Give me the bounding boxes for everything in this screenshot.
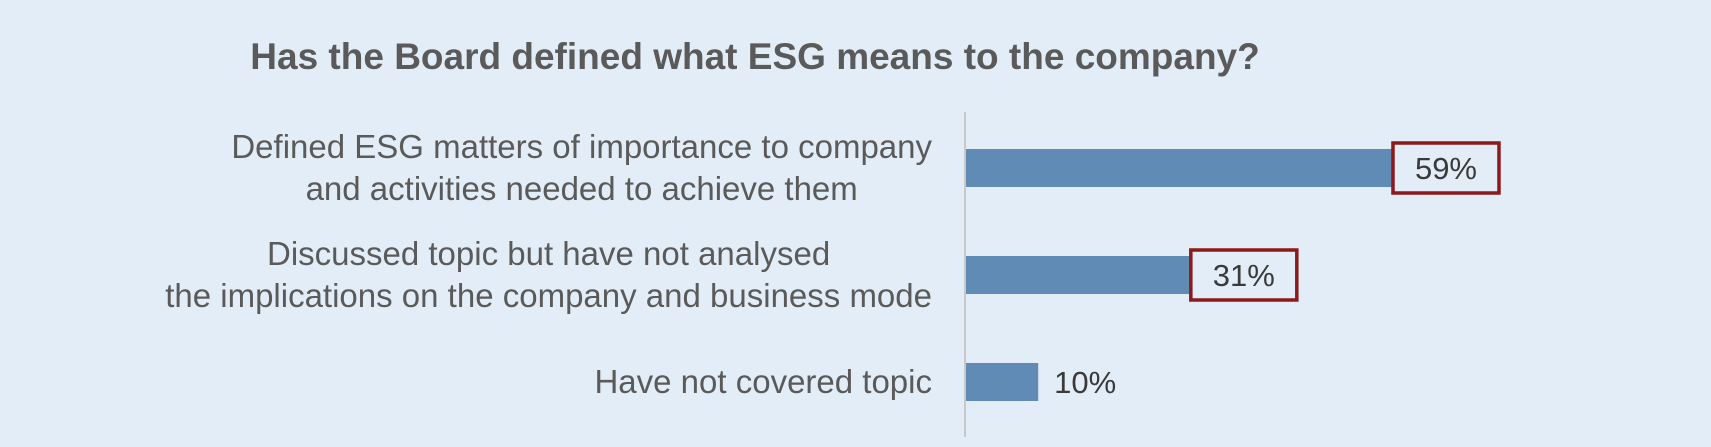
bar-1 bbox=[966, 149, 1392, 187]
category-label-2-line-2: the implications on the company and busi… bbox=[165, 277, 932, 314]
bar-3 bbox=[966, 363, 1039, 401]
category-label-1-line-1: Defined ESG matters of importance to com… bbox=[231, 128, 932, 165]
category-label-1-line-2: and activities needed to achieve them bbox=[306, 170, 858, 207]
highlight-box-1 bbox=[1391, 141, 1501, 195]
data-label-1: 59% bbox=[1415, 151, 1477, 186]
category-label-3-line-1: Have not covered topic bbox=[594, 363, 932, 400]
highlight-box-2 bbox=[1189, 248, 1299, 302]
bar-2 bbox=[966, 256, 1190, 294]
data-label-3: 10% bbox=[1054, 365, 1116, 400]
category-label-2-line-1: Discussed topic but have not analysed bbox=[267, 235, 830, 272]
chart-title: Has the Board defined what ESG means to … bbox=[250, 36, 1260, 77]
data-label-2: 31% bbox=[1213, 258, 1275, 293]
